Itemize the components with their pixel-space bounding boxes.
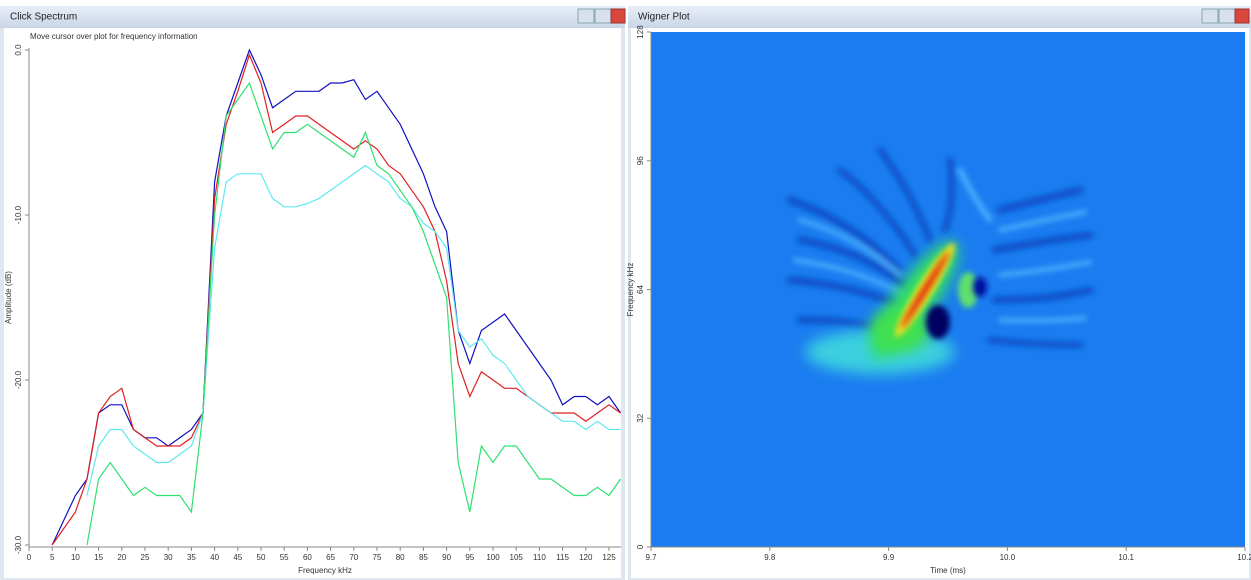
y-axis-label: Frequency kHz (626, 263, 635, 317)
x-tick-label: 90 (442, 553, 451, 562)
x-tick-label: 0 (27, 553, 32, 562)
x-tick-label: 60 (303, 553, 312, 562)
x-tick-label: 65 (326, 553, 335, 562)
window-title: Wigner Plot (638, 12, 690, 23)
x-tick-label: 10.1 (1118, 553, 1134, 562)
x-tick-label: 9.8 (764, 553, 776, 562)
spectrum-line (51, 48, 621, 546)
x-tick-label: 20 (117, 553, 126, 562)
x-axis-label: Frequency kHz (298, 566, 352, 575)
minimize-button[interactable] (1201, 8, 1219, 24)
maximize-button[interactable] (1218, 8, 1236, 24)
x-tick-label: 125 (602, 553, 616, 562)
x-tick-label: 5 (50, 553, 55, 562)
x-tick-label: 25 (141, 553, 150, 562)
wigner-image (651, 32, 1245, 547)
y-tick-label: -10.0 (14, 205, 23, 224)
x-tick-label: 110 (533, 553, 546, 562)
x-tick-label: 105 (510, 553, 524, 562)
x-tick-label: 35 (187, 553, 196, 562)
x-tick-label: 85 (419, 553, 428, 562)
y-tick-label: -20.0 (14, 370, 23, 389)
window-title: Click Spectrum (10, 12, 77, 23)
y-tick-label: 32 (636, 413, 645, 422)
x-tick-label: 9.9 (883, 553, 895, 562)
x-tick-label: 115 (556, 553, 569, 562)
x-tick-label: 75 (373, 553, 382, 562)
x-axis-label: Time (ms) (930, 566, 966, 575)
y-tick-label: 0 (636, 544, 645, 549)
x-tick-label: 55 (280, 553, 289, 562)
y-axis-label: Amplitude (dB) (4, 271, 13, 324)
x-tick-label: 80 (396, 553, 405, 562)
close-button[interactable] (1234, 8, 1250, 24)
x-tick-label: 45 (233, 553, 242, 562)
x-tick-label: 10.2 (1237, 553, 1251, 562)
maximize-button[interactable] (594, 8, 612, 24)
y-tick-label: 0.0 (14, 44, 23, 56)
x-tick-label: 70 (349, 553, 358, 562)
y-tick-label: 128 (636, 25, 645, 39)
title-bar (0, 6, 625, 28)
spectrum-line (51, 53, 621, 546)
spectrum-line (86, 164, 621, 496)
x-tick-label: 95 (465, 553, 474, 562)
minimize-button[interactable] (577, 8, 595, 24)
x-tick-label: 50 (257, 553, 266, 562)
x-tick-label: 9.7 (645, 553, 657, 562)
x-tick-label: 15 (94, 553, 103, 562)
x-tick-label: 40 (210, 553, 219, 562)
y-tick-label: 64 (636, 285, 645, 294)
y-tick-label: 96 (636, 156, 645, 165)
x-tick-label: 100 (486, 553, 500, 562)
x-tick-label: 30 (164, 553, 173, 562)
spectrum-line (86, 81, 621, 546)
title-bar (628, 6, 1251, 28)
hint: Move cursor over plot for frequency info… (30, 32, 198, 41)
x-tick-label: 10.0 (1000, 553, 1016, 562)
x-tick-label: 120 (579, 553, 593, 562)
close-button[interactable] (610, 8, 626, 24)
x-tick-label: 10 (71, 553, 80, 562)
y-tick-label: -30.0 (14, 535, 23, 554)
spectrum-panel (4, 28, 621, 578)
